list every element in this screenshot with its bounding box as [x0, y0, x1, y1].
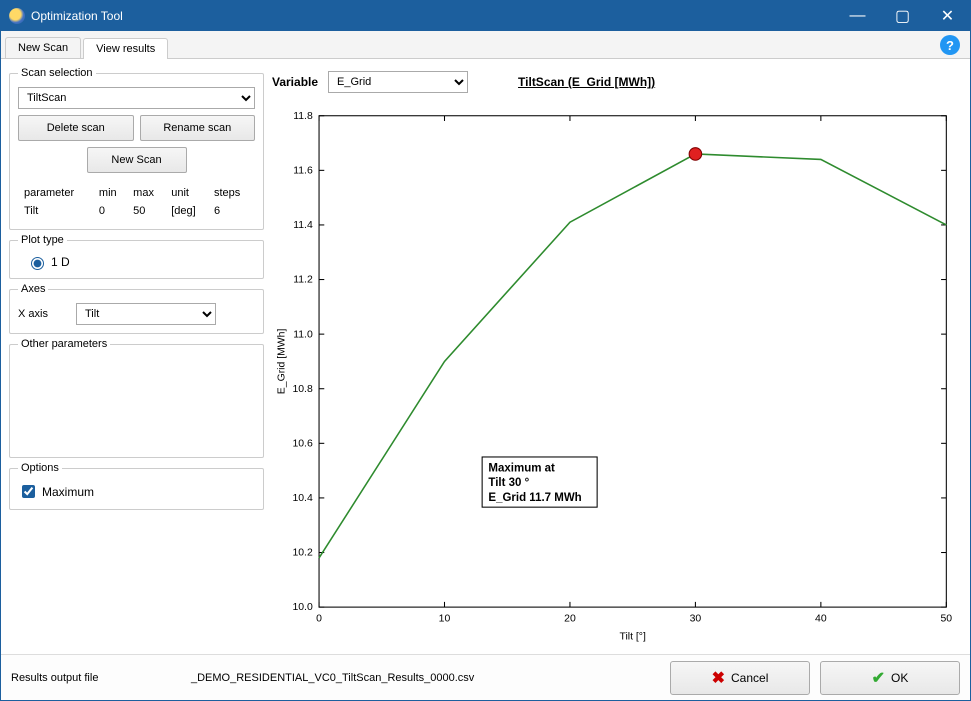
- scan-selection-group: Scan selection TiltScan Delete scan Rena…: [9, 67, 264, 230]
- window: Optimization Tool — ▢ ✕ New Scan View re…: [0, 0, 971, 701]
- svg-text:50: 50: [941, 614, 953, 625]
- cancel-button[interactable]: ✖ Cancel: [670, 661, 810, 695]
- svg-text:11.8: 11.8: [293, 111, 313, 122]
- svg-text:11.0: 11.0: [293, 329, 313, 340]
- right-panel: Variable E_Grid TiltScan (E_Grid [MWh]) …: [272, 67, 962, 646]
- maximize-button[interactable]: ▢: [880, 1, 925, 31]
- param-header-min: min: [95, 185, 127, 201]
- svg-text:0: 0: [316, 614, 322, 625]
- variable-select[interactable]: E_Grid: [328, 71, 468, 93]
- window-title: Optimization Tool: [31, 9, 835, 23]
- plot-type-legend: Plot type: [18, 234, 67, 246]
- variable-label: Variable: [272, 75, 318, 89]
- svg-text:E_Grid [MWh]: E_Grid [MWh]: [277, 329, 288, 395]
- results-file-label: Results output file: [11, 672, 181, 684]
- tabstrip: New Scan View results ?: [1, 31, 970, 59]
- svg-text:E_Grid 11.7 MWh: E_Grid 11.7 MWh: [488, 492, 581, 504]
- svg-text:Maximum at: Maximum at: [488, 463, 555, 475]
- delete-scan-button[interactable]: Delete scan: [18, 115, 134, 141]
- plot-type-group: Plot type 1 D: [9, 234, 264, 279]
- svg-text:10.8: 10.8: [292, 384, 313, 395]
- svg-text:Tilt 30 °: Tilt 30 °: [488, 477, 529, 489]
- ok-icon: ✔: [872, 668, 885, 688]
- svg-text:10.4: 10.4: [292, 493, 313, 504]
- options-legend: Options: [18, 462, 62, 474]
- tab-new-scan[interactable]: New Scan: [5, 37, 81, 58]
- other-parameters-group: Other parameters: [9, 338, 264, 458]
- svg-text:40: 40: [815, 614, 827, 625]
- help-icon[interactable]: ?: [940, 35, 960, 55]
- statusbar: Results output file _DEMO_RESIDENTIAL_VC…: [1, 654, 970, 700]
- rename-scan-button[interactable]: Rename scan: [140, 115, 256, 141]
- chart-svg: 10.0 10.2 10.4 10.6 10.8 11.0 11.2 11.4 11.6 11.8…: [272, 103, 962, 646]
- table-row: Tilt 0 50 [deg] 6: [20, 203, 253, 219]
- other-parameters-legend: Other parameters: [18, 338, 110, 350]
- maximum-label: Maximum: [42, 485, 94, 499]
- svg-text:10.2: 10.2: [292, 548, 313, 559]
- close-button[interactable]: ✕: [925, 1, 970, 31]
- svg-text:11.4: 11.4: [293, 220, 313, 231]
- parameter-table: parameter min max unit steps Tilt 0 50 […: [18, 183, 255, 221]
- svg-text:10.0: 10.0: [292, 602, 313, 613]
- app-icon: [9, 8, 25, 24]
- param-header-steps: steps: [210, 185, 253, 201]
- svg-text:Tilt [°]: Tilt [°]: [619, 632, 645, 643]
- variable-row: Variable E_Grid TiltScan (E_Grid [MWh]): [272, 67, 962, 103]
- chart-title: TiltScan (E_Grid [MWh]): [518, 75, 655, 89]
- svg-text:20: 20: [564, 614, 576, 625]
- scan-selection-legend: Scan selection: [18, 67, 96, 79]
- maximum-checkbox[interactable]: [22, 485, 35, 498]
- axes-legend: Axes: [18, 283, 48, 295]
- svg-text:11.6: 11.6: [293, 165, 313, 176]
- param-header-parameter: parameter: [20, 185, 93, 201]
- ok-button[interactable]: ✔ OK: [820, 661, 960, 695]
- chart: 10.0 10.2 10.4 10.6 10.8 11.0 11.2 11.4 11.6 11.8…: [272, 103, 962, 646]
- scan-select[interactable]: TiltScan: [18, 87, 255, 109]
- left-panel: Scan selection TiltScan Delete scan Rena…: [9, 67, 264, 646]
- param-header-unit: unit: [167, 185, 208, 201]
- axes-group: Axes X axis Tilt: [9, 283, 264, 334]
- tab-view-results[interactable]: View results: [83, 38, 168, 59]
- new-scan-button[interactable]: New Scan: [87, 147, 187, 173]
- x-axis-select[interactable]: Tilt: [76, 303, 216, 325]
- svg-text:10.6: 10.6: [292, 438, 313, 449]
- results-file-name: _DEMO_RESIDENTIAL_VC0_TiltScan_Results_0…: [191, 672, 660, 684]
- cancel-icon: ✖: [712, 668, 725, 688]
- x-axis-label: X axis: [18, 308, 68, 320]
- titlebar: Optimization Tool — ▢ ✕: [1, 1, 970, 31]
- param-header-max: max: [129, 185, 165, 201]
- svg-text:10: 10: [439, 614, 451, 625]
- svg-text:30: 30: [690, 614, 702, 625]
- content-area: Scan selection TiltScan Delete scan Rena…: [1, 59, 970, 654]
- minimize-button[interactable]: —: [835, 1, 880, 31]
- plot-type-1d-radio[interactable]: [31, 257, 44, 270]
- plot-type-1d-label: 1 D: [51, 255, 70, 269]
- options-group: Options Maximum: [9, 462, 264, 510]
- svg-text:11.2: 11.2: [293, 275, 313, 286]
